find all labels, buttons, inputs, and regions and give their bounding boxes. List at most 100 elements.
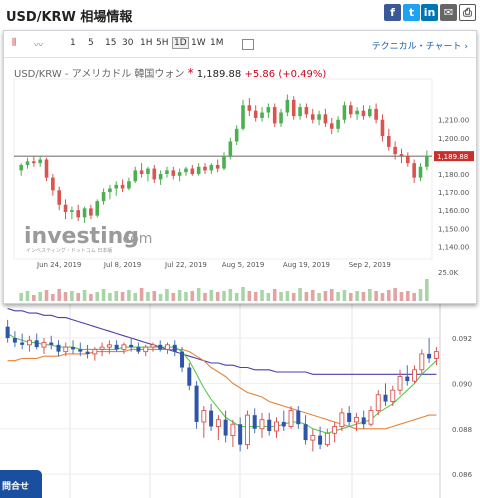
tf-1d[interactable]: 1D xyxy=(172,37,189,49)
ma-mid-line xyxy=(7,348,437,430)
lower-candle-body xyxy=(288,410,294,427)
volume-bar xyxy=(108,293,112,301)
lower-candle-body xyxy=(419,353,425,371)
lower-candle-body xyxy=(121,344,127,350)
investing-watermark: investing .com インベスティング・ドットコム 日本版 xyxy=(24,224,152,254)
tf-5h[interactable]: 5H xyxy=(156,38,169,48)
candle-body xyxy=(279,112,283,124)
volume-bar xyxy=(19,293,23,301)
candle-body xyxy=(184,168,188,173)
facebook-icon[interactable]: f xyxy=(384,4,401,21)
volume-bar xyxy=(323,291,328,301)
linkedin-icon[interactable]: in xyxy=(421,4,438,21)
volume-bar xyxy=(190,291,195,301)
contact-button[interactable]: 問合せ xyxy=(0,470,42,498)
mail-icon[interactable]: ✉ xyxy=(440,4,457,21)
lower-candle-body xyxy=(209,410,214,427)
candlestick-type-icon[interactable]: ⫼ xyxy=(12,38,17,48)
lower-candle-body xyxy=(106,344,112,348)
lower-candle-body xyxy=(244,414,250,446)
tf-5[interactable]: 5 xyxy=(88,38,94,48)
candle-body xyxy=(127,181,131,189)
candle-body xyxy=(342,105,347,120)
candle-body xyxy=(133,170,138,182)
candle-body xyxy=(234,128,239,142)
area-type-icon[interactable]: 〰 xyxy=(34,41,44,51)
volume-bar xyxy=(32,295,36,301)
volume-bar xyxy=(25,291,30,301)
candle-body xyxy=(304,107,309,115)
candle-body xyxy=(222,155,226,169)
candle-body xyxy=(19,164,23,171)
volume-bar xyxy=(57,289,61,301)
candle-body xyxy=(196,166,201,174)
candle-body xyxy=(57,190,61,205)
volume-bar xyxy=(101,289,106,301)
candle-body xyxy=(298,107,302,117)
volume-bar xyxy=(304,292,309,301)
twitter-icon[interactable]: t xyxy=(403,4,420,21)
x-tick-label: Jul 22, 2019 xyxy=(164,261,207,269)
volume-bar xyxy=(165,289,169,301)
lower-candle-body xyxy=(375,394,381,412)
volume-bar xyxy=(120,292,125,301)
volume-bar xyxy=(70,291,74,301)
current-price-tag xyxy=(434,151,474,162)
lower-candle-body xyxy=(433,351,439,359)
volume-bar xyxy=(387,290,391,301)
volume-bar xyxy=(393,288,397,301)
lower-candle-body xyxy=(397,376,403,391)
volume-bar xyxy=(63,292,68,301)
chart-toolbar: ⫼ 〰 1 5 15 30 1H 5H 1D 1W 1M テクニカル・チャート … xyxy=(4,31,476,58)
lower-candle-body xyxy=(78,349,83,352)
candle-body xyxy=(425,155,429,167)
candle-body xyxy=(348,105,353,115)
candle-body xyxy=(38,159,42,164)
volume-bar xyxy=(317,293,321,301)
candle-body xyxy=(361,110,366,117)
lower-candle-body xyxy=(347,412,352,422)
volume-bar xyxy=(158,294,163,301)
tf-1[interactable]: 1 xyxy=(70,38,76,48)
lower-candle-body xyxy=(56,344,61,352)
technical-chart-link[interactable]: テクニカル・チャート › xyxy=(371,42,468,52)
y-tick-label: 1,180.00 xyxy=(438,171,469,179)
lower-candle-body xyxy=(136,347,141,352)
candle-body xyxy=(63,204,68,212)
candle-body xyxy=(374,108,378,120)
calendar-icon[interactable] xyxy=(242,39,254,50)
lower-candle-body xyxy=(332,426,338,434)
candle-body xyxy=(317,114,321,120)
print-icon[interactable]: ⎙ xyxy=(459,4,476,21)
volume-bar xyxy=(425,279,429,301)
tf-1w[interactable]: 1W xyxy=(191,38,206,48)
quote-change-pct: (+0.49%) xyxy=(278,69,327,80)
tf-15[interactable]: 15 xyxy=(105,38,117,48)
volume-bar xyxy=(374,291,378,301)
volume-bar xyxy=(355,291,359,301)
volume-axis-label: 25.0K xyxy=(438,269,459,277)
x-tick-label: Aug 5, 2019 xyxy=(222,261,265,269)
candle-body xyxy=(399,154,404,156)
candle-body xyxy=(412,163,416,178)
y-tick-label: 1,160.00 xyxy=(438,207,469,215)
lower-candle-body xyxy=(390,389,396,402)
volume-bar xyxy=(209,290,214,301)
tf-1h[interactable]: 1H xyxy=(140,38,153,48)
lower-chart: 0.092 0.090 0.088 0.086 xyxy=(0,300,473,498)
lower-candle-body xyxy=(26,339,32,346)
tf-1m[interactable]: 1M xyxy=(210,38,224,48)
tf-30[interactable]: 30 xyxy=(122,38,134,48)
lower-candle-body xyxy=(172,344,177,352)
lower-candle-body xyxy=(20,342,25,345)
candle-body xyxy=(291,99,296,117)
volume-bar xyxy=(184,292,188,301)
y-tick-label: 1,210.00 xyxy=(438,117,469,125)
candle-body xyxy=(355,110,359,115)
candle-body xyxy=(139,170,144,174)
lower-candle-body xyxy=(158,344,163,350)
candle-body xyxy=(285,99,290,113)
lower-candle-body xyxy=(194,385,199,422)
candle-body xyxy=(253,110,258,118)
lower-candle-body xyxy=(383,394,388,402)
